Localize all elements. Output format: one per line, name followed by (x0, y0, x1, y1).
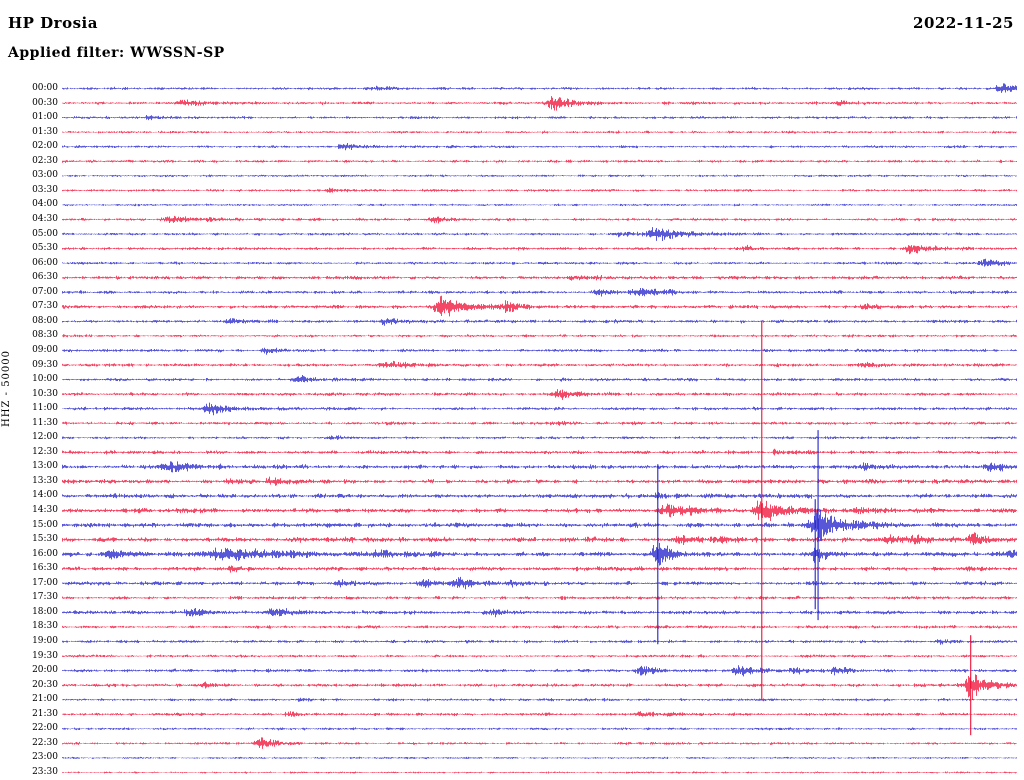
trace-time-label: 23:30 (32, 766, 58, 777)
trace-time-label: 09:00 (32, 344, 58, 355)
trace-time-label: 18:30 (32, 621, 58, 632)
trace-time-label: 03:30 (32, 184, 58, 195)
trace-time-label: 22:30 (32, 737, 58, 748)
trace-time-label: 10:30 (32, 388, 58, 399)
trace-time-label: 16:00 (32, 548, 58, 559)
trace-time-label: 13:30 (32, 475, 58, 486)
trace-time-label: 01:00 (32, 112, 58, 123)
trace-time-label: 21:00 (32, 694, 58, 705)
time-labels-column: 00:00 00:30 01:00 01:30 02:00 02:30 03:00 03:30… (0, 0, 58, 780)
trace-time-label: 14:30 (32, 505, 58, 516)
trace-time-label: 13:00 (32, 461, 58, 472)
trace-time-label: 20:30 (32, 679, 58, 690)
trace-time-label: 05:00 (32, 228, 58, 239)
trace-time-label: 07:30 (32, 301, 58, 312)
trace-time-label: 00:00 (32, 83, 58, 93)
trace-time-label: 04:30 (32, 213, 58, 224)
trace-time-label: 14:00 (32, 490, 58, 501)
trace-time-label: 09:30 (32, 359, 58, 370)
trace-time-label: 08:00 (32, 315, 58, 326)
trace-time-label: 12:00 (32, 432, 58, 443)
trace-time-label: 10:00 (32, 374, 58, 385)
trace-time-label: 22:00 (32, 723, 58, 734)
trace-time-label: 17:00 (32, 577, 58, 588)
trace-time-label: 15:30 (32, 534, 58, 545)
trace-time-label: 18:00 (32, 606, 58, 617)
trace-time-label: 07:00 (32, 286, 58, 297)
trace-time-label: 19:30 (32, 650, 58, 661)
trace-time-label: 02:30 (32, 155, 58, 166)
date-label: 2022-11-25 (913, 14, 1014, 32)
trace-time-label: 17:30 (32, 592, 58, 603)
trace-time-label: 12:30 (32, 446, 58, 457)
trace-time-label: 01:30 (32, 126, 58, 137)
trace-time-label: 19:00 (32, 636, 58, 646)
trace-time-label: 16:30 (32, 563, 58, 574)
trace-time-label: 04:00 (32, 199, 58, 210)
filter-label: Applied filter: WWSSN-SP (8, 45, 225, 61)
trace-time-label: 20:00 (32, 665, 58, 676)
trace-time-label: 21:30 (32, 708, 58, 719)
trace-time-label: 06:00 (32, 257, 58, 268)
trace-time-label: 15:00 (32, 519, 58, 530)
trace-time-label: 11:30 (32, 417, 58, 428)
trace-time-label: 23:00 (32, 752, 58, 763)
trace-time-label: 11:00 (32, 403, 58, 414)
trace-time-label: 05:30 (32, 243, 58, 254)
trace-time-label: 00:30 (32, 97, 58, 108)
trace-time-label: 08:30 (32, 330, 58, 341)
trace-time-label: 02:00 (32, 141, 58, 152)
trace-time-label: 03:00 (32, 170, 58, 181)
station-title: HP Drosia (8, 14, 98, 32)
trace-time-label: 06:30 (32, 272, 58, 283)
